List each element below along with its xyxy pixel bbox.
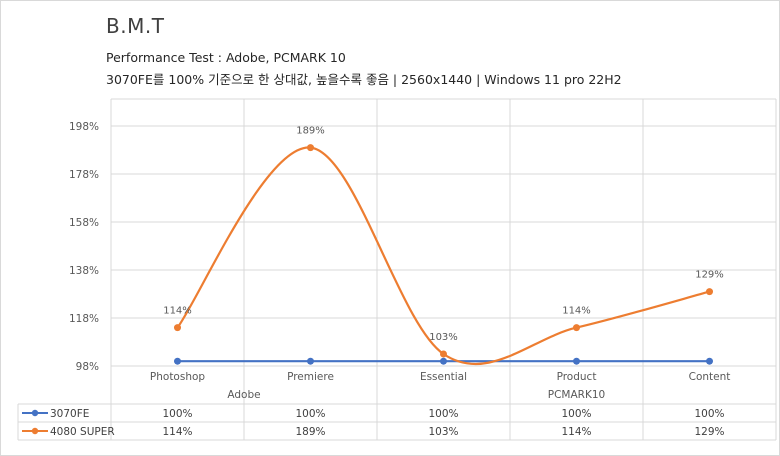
data-label: 114% <box>562 306 591 317</box>
x-tick-label: Content <box>689 371 731 383</box>
chart-title: B.M.T <box>106 14 165 38</box>
x-tick-label: Photoshop <box>150 371 206 383</box>
series-line-4080-super <box>176 146 710 366</box>
x-tick-label: Essential <box>420 371 467 383</box>
legend-label-4080-super: 4080 SUPER <box>50 426 115 438</box>
data-point-4080-super <box>174 324 181 332</box>
chart-subtitle: Performance Test : Adobe, PCMARK 10 <box>106 50 346 65</box>
data-point-3070fe <box>440 357 447 365</box>
data-point-4080-super <box>440 350 447 358</box>
y-tick-label: 158% <box>69 217 99 229</box>
table-cell: 100% <box>561 408 591 420</box>
y-tick-label: 118% <box>69 313 99 325</box>
y-tick-label: 98% <box>76 361 99 373</box>
table-cell: 129% <box>694 426 724 438</box>
table-cell: 100% <box>428 408 458 420</box>
data-label: 103% <box>429 332 458 343</box>
data-point-4080-super <box>706 288 713 296</box>
table-cell: 100% <box>162 408 192 420</box>
table-cell: 100% <box>295 408 325 420</box>
y-tick-label: 138% <box>69 265 99 277</box>
data-label: 129% <box>695 270 724 281</box>
table-cell: 103% <box>428 426 458 438</box>
legend-key-marker <box>31 409 39 417</box>
data-point-4080-super <box>307 144 314 152</box>
table-cell: 189% <box>295 426 325 438</box>
x-group-label: Adobe <box>227 389 260 401</box>
table-cell: 100% <box>694 408 724 420</box>
data-point-3070fe <box>706 357 713 365</box>
legend-key-marker <box>31 427 39 435</box>
chart-subtitle-detail: 3070FE를 100% 기준으로 한 상대값, 높을수록 좋음 | 2560x… <box>106 72 622 87</box>
x-group-label: PCMARK10 <box>548 389 605 401</box>
legend-label-3070fe: 3070FE <box>50 408 89 420</box>
table-cell: 114% <box>162 426 192 438</box>
x-tick-label: Premiere <box>287 371 334 383</box>
data-point-4080-super <box>573 324 580 332</box>
data-point-3070fe <box>307 357 314 365</box>
data-point-3070fe <box>174 357 181 365</box>
data-label: 189% <box>296 126 325 137</box>
data-point-3070fe <box>573 357 580 365</box>
data-label: 114% <box>163 306 192 317</box>
y-tick-label: 198% <box>69 121 99 133</box>
y-tick-label: 178% <box>69 169 99 181</box>
table-cell: 114% <box>561 426 591 438</box>
x-tick-label: Product <box>557 371 597 383</box>
